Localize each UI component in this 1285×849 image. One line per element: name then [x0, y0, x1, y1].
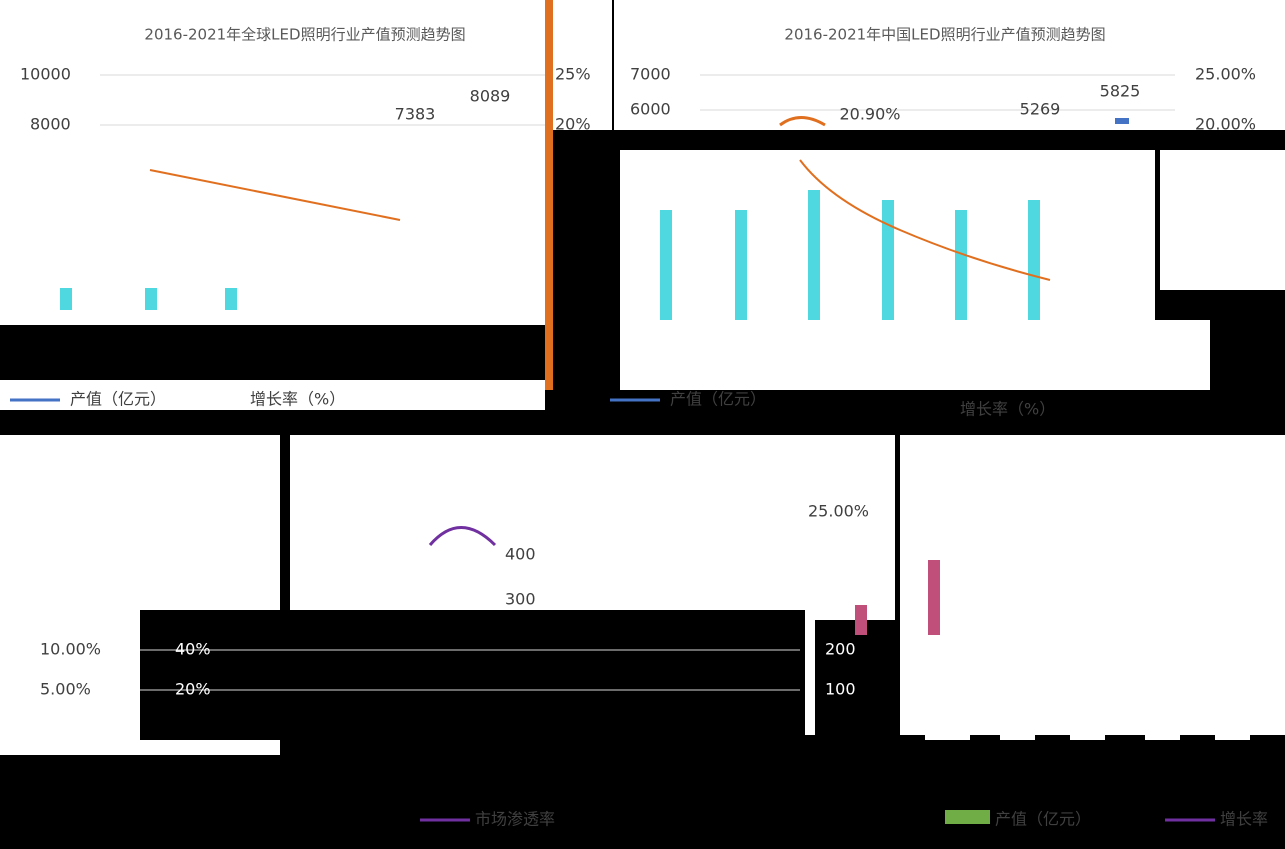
y2-tick-label: 25.00% — [1195, 65, 1256, 84]
chart-title: 2016-2021年全球LED照明行业产值预测趋势图 — [144, 26, 465, 44]
y-tick-label: 6000 — [630, 100, 671, 119]
panel-bg — [1155, 320, 1210, 390]
panel-bg — [0, 0, 612, 130]
legend-label: 增长率（%） — [250, 390, 345, 409]
y-tick-label: 10000 — [20, 65, 71, 84]
chart-title: 2016-2021年中国LED照明行业产值预测趋势图 — [784, 26, 1105, 44]
data-label: 5269 — [1020, 100, 1061, 119]
legend-label: 增长率（%） — [960, 400, 1055, 419]
legend-label: 产值（亿元） — [670, 390, 766, 409]
legend-label: 产值（亿元） — [995, 810, 1091, 829]
y-tick-label: 200 — [825, 640, 856, 659]
y-tick-label: 100 — [825, 680, 856, 699]
data-label: 20.90% — [839, 105, 900, 124]
glitch — [1115, 118, 1129, 124]
data-label: 7383 — [395, 105, 436, 124]
legend-label: 市场渗透率 — [475, 810, 555, 829]
panel-bg — [0, 380, 545, 410]
glitch-line — [428, 526, 497, 547]
y2-tick-label: 25.00% — [808, 502, 869, 521]
y2-tick-label: 5.00% — [40, 680, 91, 699]
y2-tick-label: 25% — [555, 65, 591, 84]
glitch-bars — [925, 635, 1250, 740]
legend-label: 增长率 — [1220, 810, 1268, 829]
panel-bg — [1160, 150, 1285, 290]
glitch-bars — [855, 560, 940, 635]
y2-tick-label: 20.00% — [1195, 115, 1256, 134]
y2-tick-label: 20% — [555, 115, 591, 134]
panel-bg — [614, 0, 1285, 130]
y-tick-label: 8000 — [30, 115, 71, 134]
glitch-line — [779, 116, 826, 127]
glitch — [140, 610, 805, 740]
data-label: 5825 — [1100, 82, 1141, 101]
glitch-line — [149, 169, 401, 221]
y-tick-label: 40% — [175, 640, 211, 659]
glitch — [815, 620, 900, 740]
y-tick-label: 20% — [175, 680, 211, 699]
glitch — [545, 0, 553, 390]
data-label: 8089 — [470, 87, 511, 106]
y-tick-label: 300 — [505, 590, 536, 609]
legend-swatch — [945, 810, 990, 824]
legend-label: 产值（亿元） — [70, 390, 166, 409]
glitch-bars — [60, 190, 1040, 320]
y-tick-label: 400 — [505, 545, 536, 564]
glitch-line — [799, 159, 1051, 281]
panel-bg — [0, 130, 545, 325]
y-tick-label: 7000 — [630, 65, 671, 84]
y2-tick-label: 10.00% — [40, 640, 101, 659]
